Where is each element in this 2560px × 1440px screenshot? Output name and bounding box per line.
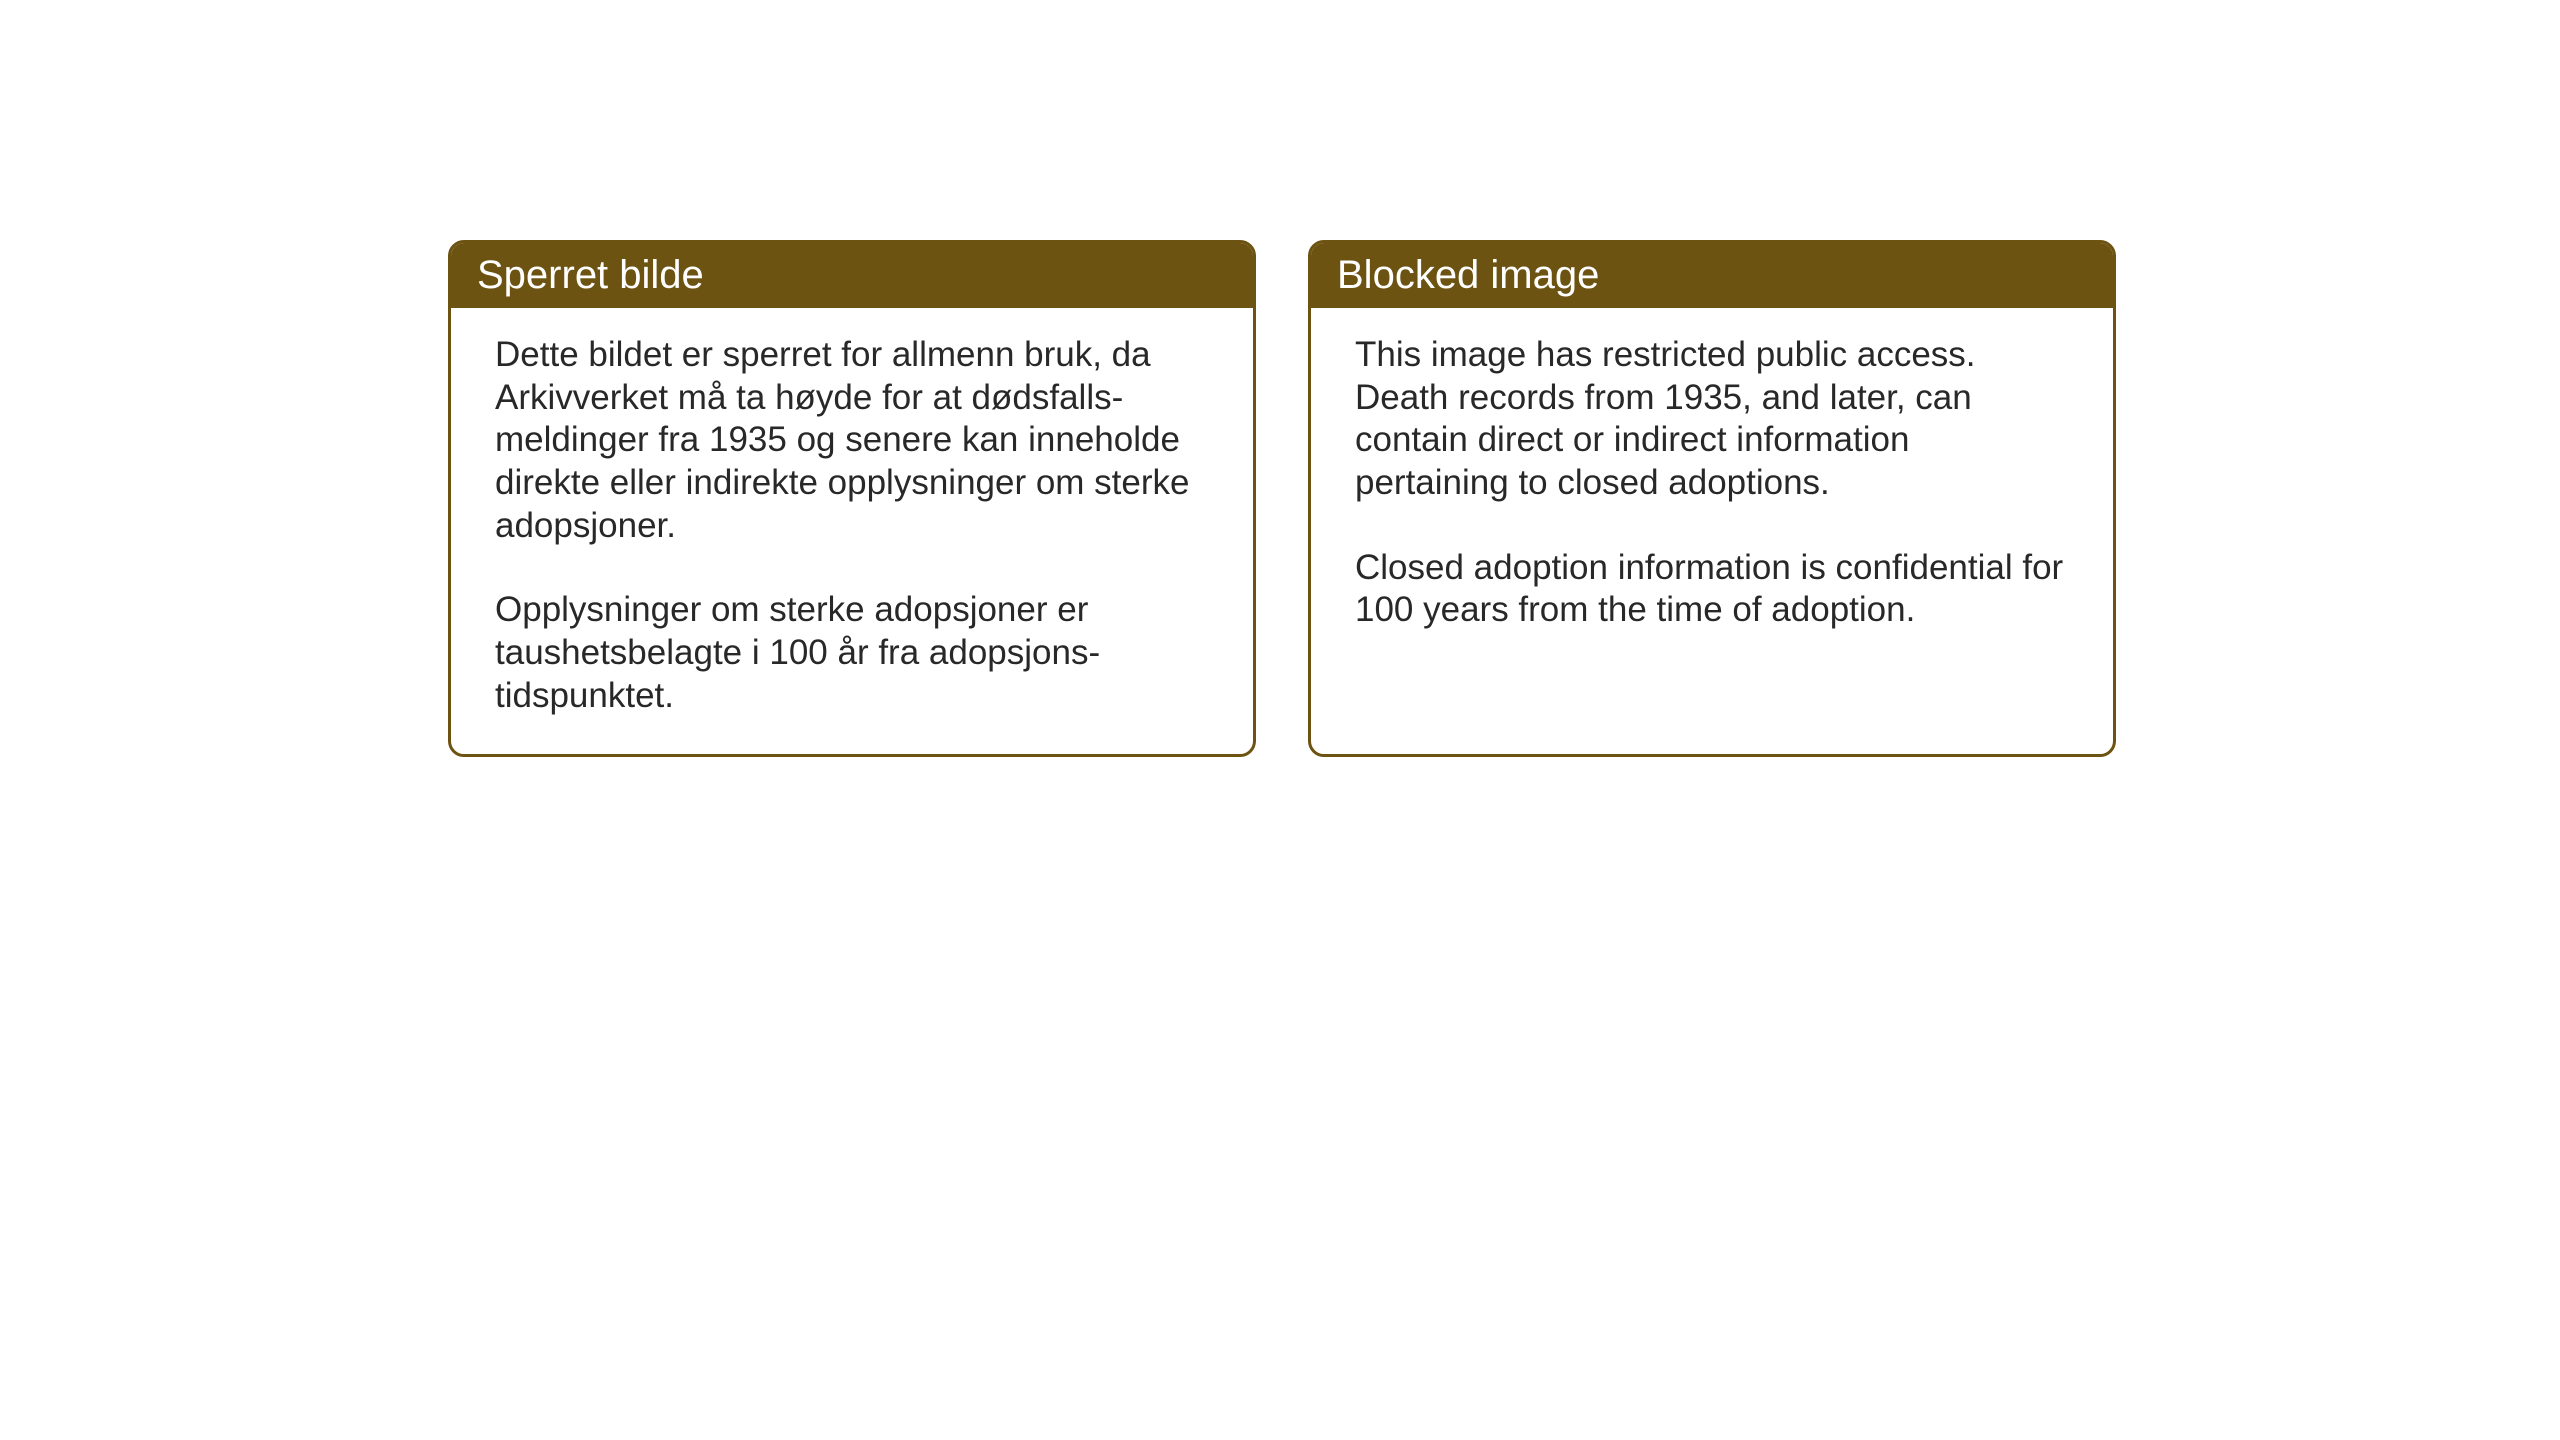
notice-body-norwegian: Dette bildet er sperret for allmenn bruk… <box>451 308 1253 754</box>
notice-header-english: Blocked image <box>1311 243 2113 308</box>
notice-paragraph-2-norwegian: Opplysninger om sterke adopsjoner er tau… <box>495 589 1209 717</box>
notice-paragraph-1-norwegian: Dette bildet er sperret for allmenn bruk… <box>495 334 1209 547</box>
notice-card-english: Blocked image This image has restricted … <box>1308 240 2116 757</box>
notice-paragraph-2-english: Closed adoption information is confident… <box>1355 547 2069 632</box>
notice-card-norwegian: Sperret bilde Dette bildet er sperret fo… <box>448 240 1256 757</box>
notice-title-english: Blocked image <box>1337 253 1599 297</box>
notice-body-english: This image has restricted public access.… <box>1311 308 2113 732</box>
notice-container: Sperret bilde Dette bildet er sperret fo… <box>448 240 2116 757</box>
notice-paragraph-1-english: This image has restricted public access.… <box>1355 334 2069 505</box>
notice-header-norwegian: Sperret bilde <box>451 243 1253 308</box>
notice-title-norwegian: Sperret bilde <box>477 253 704 297</box>
